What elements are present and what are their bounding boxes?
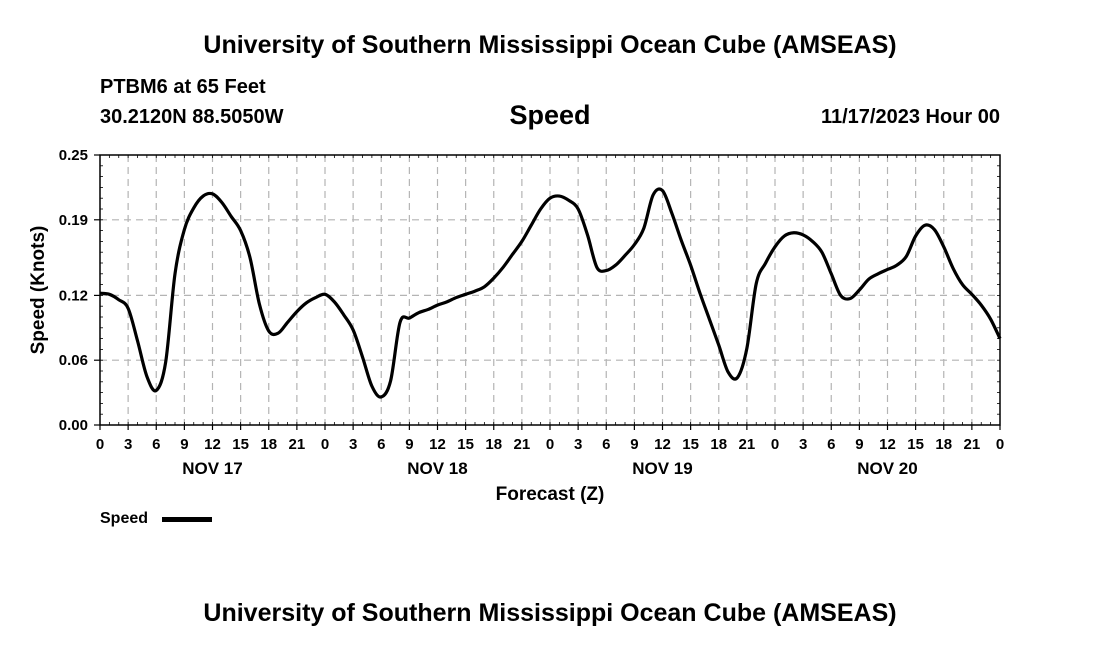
speed-series-line xyxy=(99,187,1002,399)
x-tick-label: 9 xyxy=(630,436,638,453)
x-day-label: NOV 20 xyxy=(857,459,917,478)
x-day-label: NOV 18 xyxy=(407,459,467,478)
y-tick-label: 0.12 xyxy=(59,287,88,304)
x-tick-label: 18 xyxy=(485,436,502,453)
x-tick-label: 12 xyxy=(204,436,221,453)
x-tick-label: 12 xyxy=(654,436,671,453)
plot-frame xyxy=(99,154,1001,426)
x-tick-label: 9 xyxy=(180,436,188,453)
y-tick-label: 0.19 xyxy=(59,212,88,229)
x-tick-label: 21 xyxy=(739,436,756,453)
x-tick-label: 12 xyxy=(879,436,896,453)
x-tick-label: 3 xyxy=(574,436,582,453)
series-layer xyxy=(99,187,1002,399)
legend-label: Speed xyxy=(100,510,149,527)
x-tick-label: 21 xyxy=(964,436,981,453)
y-tick-label: 0.00 xyxy=(59,417,88,434)
x-tick-label: 15 xyxy=(907,436,924,453)
page-title: University of Southern Mississippi Ocean… xyxy=(203,31,897,59)
x-tick-label: 18 xyxy=(260,436,277,453)
axis-ticks xyxy=(94,154,1001,430)
axis-tick-labels: 0 3 6 9 12 15 18 21 0 3 6 9 12 15 18 21 0 3 6 9 12 15 18 21 0 3 6 9… xyxy=(59,147,1004,478)
x-tick-label: 3 xyxy=(799,436,807,453)
x-tick-label: 18 xyxy=(710,436,727,453)
x-day-label: NOV 17 xyxy=(182,459,242,478)
x-tick-label: 0 xyxy=(321,436,329,453)
x-tick-label: 6 xyxy=(602,436,610,453)
x-tick-label: 0 xyxy=(771,436,779,453)
x-tick-label: 0 xyxy=(96,436,104,453)
station-coordinates: 30.2120N 88.5050W xyxy=(100,106,284,128)
x-tick-label: 15 xyxy=(682,436,699,453)
x-tick-label: 9 xyxy=(405,436,413,453)
x-tick-label: 15 xyxy=(457,436,474,453)
x-tick-label: 21 xyxy=(289,436,306,453)
y-tick-label: 0.25 xyxy=(59,147,88,164)
x-tick-label: 0 xyxy=(546,436,554,453)
chart-title: Speed xyxy=(509,100,591,130)
x-tick-label: 6 xyxy=(152,436,160,453)
legend-swatch xyxy=(162,517,212,522)
x-tick-label: 6 xyxy=(377,436,385,453)
x-tick-label: 21 xyxy=(514,436,531,453)
x-tick-label: 3 xyxy=(124,436,132,453)
x-tick-label: 3 xyxy=(349,436,357,453)
x-tick-label: 6 xyxy=(827,436,835,453)
y-axis-title: Speed (Knots) xyxy=(28,226,49,355)
footer-title: University of Southern Mississippi Ocean… xyxy=(203,599,897,627)
x-tick-label: 15 xyxy=(232,436,249,453)
x-day-label: NOV 19 xyxy=(632,459,692,478)
x-tick-label: 12 xyxy=(429,436,446,453)
x-tick-label: 0 xyxy=(996,436,1004,453)
x-tick-label: 9 xyxy=(855,436,863,453)
y-tick-label: 0.06 xyxy=(59,352,88,369)
station-name: PTBM6 at 65 Feet xyxy=(100,76,266,98)
x-tick-label: 18 xyxy=(935,436,952,453)
grid-lines xyxy=(100,155,1000,425)
forecast-datetime: 11/17/2023 Hour 00 xyxy=(820,106,1000,128)
x-axis-title: Forecast (Z) xyxy=(496,484,605,505)
